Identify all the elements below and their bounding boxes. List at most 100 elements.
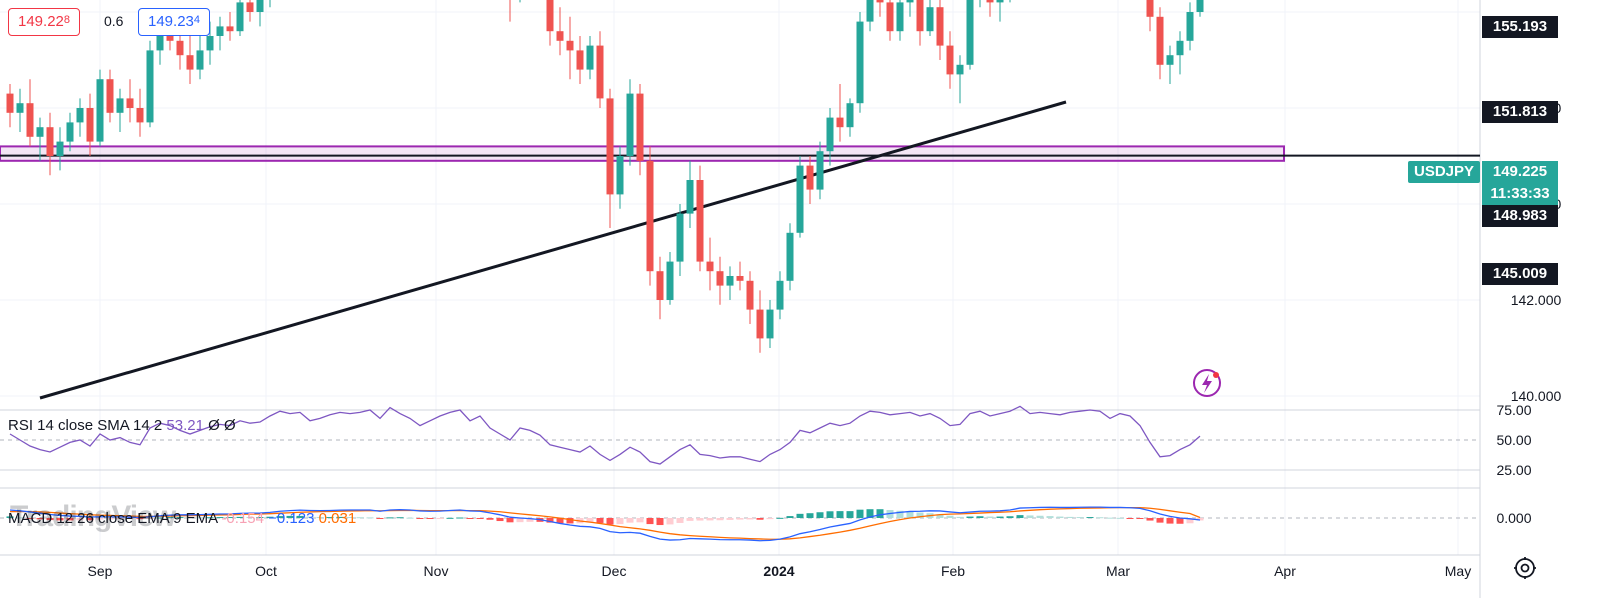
- candle-body: [836, 117, 844, 128]
- macd-histogram-bar: [1176, 518, 1184, 524]
- candle-body: [656, 271, 664, 300]
- gear-icon[interactable]: [1512, 555, 1538, 581]
- candle-body: [896, 2, 904, 32]
- candle-body: [596, 45, 604, 99]
- candle-body: [246, 2, 254, 13]
- candle-body: [776, 280, 784, 310]
- macd-histogram-bar: [186, 517, 194, 519]
- macd-histogram-bar: [696, 518, 704, 521]
- time-axis-tick: Mar: [1106, 563, 1130, 579]
- macd-histogram-bar: [626, 518, 634, 523]
- candle-body: [256, 0, 264, 12]
- macd-histogram-bar: [326, 517, 334, 519]
- macd-histogram-bar: [476, 518, 484, 519]
- candle-body: [156, 31, 164, 51]
- macd-histogram-bar: [596, 518, 604, 523]
- macd-histogram-bar: [796, 513, 804, 518]
- trendline: [39, 100, 1067, 400]
- candle-body: [736, 276, 744, 281]
- macd-histogram-bar: [1016, 515, 1024, 518]
- macd-histogram-bar: [1036, 515, 1044, 518]
- time-axis-tick: Nov: [424, 563, 449, 579]
- rsi-line: [9, 405, 1201, 465]
- candle-body: [856, 21, 864, 104]
- candle-body: [716, 271, 724, 286]
- candle-body: [846, 103, 854, 128]
- macd-histogram-bar: [616, 518, 624, 525]
- candle-body: [796, 165, 804, 233]
- candle-body: [676, 213, 684, 262]
- macd-histogram-bar: [56, 518, 64, 521]
- macd-legend[interactable]: MACD 12 26 close EMA 9 EMA -0.154 −0.123…: [8, 510, 356, 527]
- candle-body: [866, 0, 874, 22]
- ask-quote[interactable]: 149.234: [138, 8, 211, 36]
- candle-body: [206, 36, 214, 51]
- candle-body: [1196, 0, 1204, 12]
- candle-body: [646, 160, 654, 272]
- macd-histogram-bar: [376, 518, 384, 519]
- macd-histogram-bar: [396, 517, 404, 519]
- ask-price: 149.23: [148, 13, 194, 30]
- macd-histogram-bar: [226, 517, 234, 519]
- macd-histogram-bar: [146, 518, 154, 519]
- last-price-tag: 149.225 11:33:33: [1482, 161, 1558, 205]
- macd-histogram-bar: [896, 510, 904, 518]
- macd-histogram-bar: [1076, 517, 1084, 519]
- candle-body: [926, 7, 934, 32]
- macd-histogram-bar: [246, 517, 254, 519]
- time-axis-tick: Sep: [88, 563, 113, 579]
- candle-body: [1156, 16, 1164, 65]
- spread-value: 0.6: [104, 13, 124, 29]
- lightning-icon-dot: [1213, 372, 1219, 378]
- candle-body: [886, 2, 894, 32]
- macd-histogram-bar: [386, 517, 394, 519]
- candle-body: [66, 122, 74, 142]
- candle-body: [966, 0, 974, 65]
- macd-histogram-bar: [656, 518, 664, 526]
- candle-body: [96, 79, 104, 142]
- rsi-legend-extra: Ø Ø: [208, 417, 236, 434]
- candle-body: [696, 180, 704, 262]
- price-tag-151: 151.813: [1482, 101, 1558, 123]
- bid-quote[interactable]: 149.228: [8, 8, 81, 36]
- candle-body: [576, 50, 584, 70]
- macd-histogram-bar: [856, 509, 864, 518]
- candle-body: [1146, 0, 1154, 17]
- rsi-legend-value: 53.21: [166, 417, 204, 434]
- candle-body: [556, 31, 564, 41]
- candle-body: [946, 45, 954, 75]
- candle-body: [786, 232, 794, 281]
- macd-histogram-bar: [866, 509, 874, 518]
- macd-histogram-bar: [716, 518, 724, 521]
- macd-histogram-bar: [466, 518, 474, 519]
- macd-histogram-bar: [636, 518, 644, 523]
- candle-body: [566, 40, 574, 51]
- price-tag-145: 145.009: [1482, 263, 1558, 285]
- candle-body: [706, 261, 714, 272]
- macd-histogram-bar: [66, 518, 74, 521]
- macd-histogram-bar: [156, 517, 164, 519]
- rsi-legend[interactable]: RSI 14 close SMA 14 2 53.21 Ø Ø: [8, 417, 236, 434]
- macd-axis-tick: 0.000: [1496, 510, 1531, 526]
- macd-histogram-bar: [936, 514, 944, 518]
- macd-histogram-bar: [366, 517, 374, 519]
- macd-histogram-bar: [846, 511, 854, 518]
- candle-body: [46, 127, 54, 156]
- candle-body: [1186, 12, 1194, 41]
- bid-pip: 8: [63, 14, 71, 26]
- macd-histogram-bar: [106, 518, 114, 520]
- macd-histogram-bar: [1056, 516, 1064, 518]
- macd-histogram-bar: [1156, 518, 1164, 523]
- price-tag-155: 155.193: [1482, 16, 1558, 38]
- candle-body: [136, 108, 144, 123]
- macd-histogram-bar: [126, 518, 134, 520]
- price-axis-tick: 140.000: [1511, 388, 1562, 404]
- candle-body: [126, 98, 134, 108]
- macd-histogram-bar: [306, 516, 314, 518]
- rsi-axis-tick: 25.00: [1496, 462, 1531, 478]
- candle-body: [146, 50, 154, 123]
- candle-body: [806, 165, 814, 190]
- candle-body: [986, 0, 994, 3]
